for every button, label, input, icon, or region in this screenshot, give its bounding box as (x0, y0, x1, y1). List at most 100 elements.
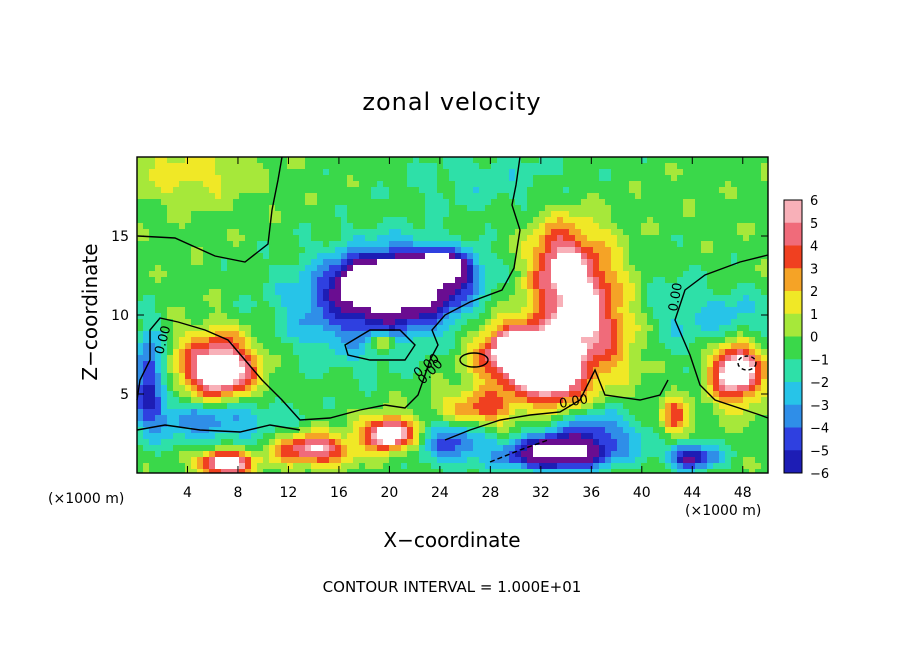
heatmap-cell (659, 373, 666, 380)
heatmap-cell (209, 271, 216, 278)
heatmap-cell (587, 277, 594, 284)
heatmap-cell (455, 331, 462, 338)
heatmap-cell (239, 319, 246, 326)
heatmap-cell (317, 247, 324, 254)
heatmap-cell (245, 325, 252, 332)
heatmap-cell (209, 175, 216, 182)
heatmap-cell (407, 373, 414, 380)
heatmap-cell (323, 157, 330, 164)
heatmap-cell (371, 181, 378, 188)
heatmap-cell (689, 205, 696, 212)
heatmap-cell (221, 397, 228, 404)
heatmap-cell (389, 253, 396, 260)
heatmap-cell (665, 331, 672, 338)
heatmap-cell (473, 433, 480, 440)
heatmap-cell (461, 223, 468, 230)
heatmap-cell (443, 217, 450, 224)
heatmap-cell (203, 367, 210, 374)
heatmap-cell (179, 187, 186, 194)
heatmap-cell (707, 211, 714, 218)
heatmap-cell (245, 223, 252, 230)
heatmap-cell (257, 271, 264, 278)
heatmap-cell (137, 181, 144, 188)
heatmap-cell (515, 277, 522, 284)
heatmap-cell (413, 295, 420, 302)
heatmap-cell (149, 397, 156, 404)
heatmap-cell (677, 217, 684, 224)
heatmap-cell (563, 241, 570, 248)
heatmap-cell (419, 247, 426, 254)
heatmap-cell (731, 265, 738, 272)
heatmap-cell (269, 379, 276, 386)
heatmap-cell (227, 289, 234, 296)
heatmap-cell (485, 217, 492, 224)
heatmap-cell (737, 193, 744, 200)
heatmap-cell (287, 385, 294, 392)
heatmap-cell (647, 409, 654, 416)
heatmap-cell (269, 277, 276, 284)
heatmap-cell (191, 181, 198, 188)
heatmap-cell (557, 283, 564, 290)
heatmap-cell (191, 175, 198, 182)
heatmap-cell (527, 349, 534, 356)
heatmap-cell (443, 211, 450, 218)
heatmap-cell (353, 205, 360, 212)
heatmap-cell (281, 241, 288, 248)
heatmap-cell (257, 391, 264, 398)
heatmap-cell (623, 343, 630, 350)
heatmap-cell (215, 241, 222, 248)
heatmap-cell (413, 409, 420, 416)
heatmap-cell (677, 349, 684, 356)
heatmap-cell (251, 283, 258, 290)
heatmap-cell (719, 289, 726, 296)
heatmap-cell (233, 193, 240, 200)
heatmap-cell (455, 391, 462, 398)
heatmap-cell (239, 241, 246, 248)
heatmap-cell (719, 403, 726, 410)
heatmap-cell (461, 379, 468, 386)
heatmap-cell (173, 277, 180, 284)
heatmap-cell (269, 415, 276, 422)
heatmap-cell (635, 421, 642, 428)
heatmap-cell (677, 307, 684, 314)
heatmap-cell (425, 409, 432, 416)
heatmap-cell (755, 187, 762, 194)
heatmap-cell (641, 259, 648, 266)
heatmap-cell (425, 331, 432, 338)
heatmap-cell (335, 325, 342, 332)
heatmap-cell (491, 403, 498, 410)
heatmap-cell (281, 295, 288, 302)
heatmap-cell (137, 247, 144, 254)
heatmap-cell (743, 373, 750, 380)
heatmap-cell (167, 367, 174, 374)
heatmap-cell (491, 259, 498, 266)
heatmap-cell (269, 295, 276, 302)
heatmap-cell (497, 349, 504, 356)
heatmap-cell (755, 199, 762, 206)
heatmap-cell (731, 163, 738, 170)
heatmap-cell (221, 343, 228, 350)
heatmap-cell (275, 355, 282, 362)
heatmap-cell (749, 211, 756, 218)
heatmap-cell (521, 409, 528, 416)
heatmap-cell (629, 253, 636, 260)
heatmap-cell (551, 301, 558, 308)
heatmap-cell (707, 163, 714, 170)
heatmap-cell (515, 331, 522, 338)
heatmap-cell (269, 259, 276, 266)
heatmap-cell (365, 397, 372, 404)
heatmap-cell (545, 397, 552, 404)
heatmap-cell (419, 199, 426, 206)
heatmap-cell (515, 229, 522, 236)
heatmap-cell (305, 169, 312, 176)
chart-title: zonal velocity (362, 88, 542, 116)
heatmap-cell (719, 235, 726, 242)
heatmap-cell (671, 391, 678, 398)
heatmap-cell (575, 205, 582, 212)
heatmap-cell (329, 415, 336, 422)
heatmap-cell (281, 337, 288, 344)
heatmap-cell (617, 385, 624, 392)
heatmap-cell (503, 217, 510, 224)
heatmap-cell (203, 295, 210, 302)
heatmap-cell (281, 367, 288, 374)
